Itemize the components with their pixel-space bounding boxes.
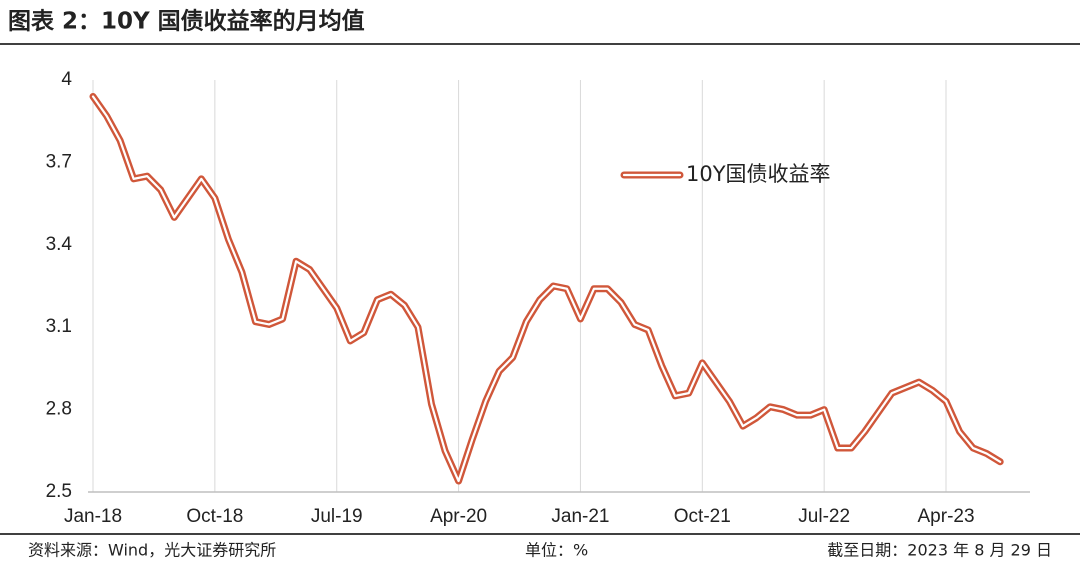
series-line-inner (91, 95, 1002, 483)
y-tick-label: 3.4 (46, 234, 73, 255)
y-tick-label: 3.1 (46, 316, 72, 337)
x-tick-label: Jul-22 (798, 506, 850, 527)
y-tick-label: 2.5 (46, 481, 72, 502)
date: 截至日期：2023 年 8 月 29 日 (827, 541, 1052, 560)
legend-label: 10Y国债收益率 (686, 162, 831, 186)
chart-title: 图表 2：10Y 国债收益率的月均值 (8, 8, 365, 35)
source: 资料来源：Wind，光大证券研究所 (28, 541, 276, 560)
x-tick-label: Jan-21 (551, 506, 609, 527)
series-line (89, 92, 1004, 485)
y-tick-label: 4 (61, 69, 72, 90)
x-tick-label: Oct-18 (186, 506, 243, 527)
x-tick-label: Jul-19 (311, 506, 363, 527)
x-tick-label: Oct-21 (674, 506, 731, 527)
x-tick-label: Apr-23 (918, 506, 975, 527)
x-tick-label: Apr-20 (430, 506, 487, 527)
x-tick-label: Jan-18 (64, 506, 122, 527)
y-tick-label: 3.7 (46, 151, 72, 172)
unit: 单位：% (525, 541, 588, 560)
y-tick-label: 2.8 (46, 399, 72, 420)
